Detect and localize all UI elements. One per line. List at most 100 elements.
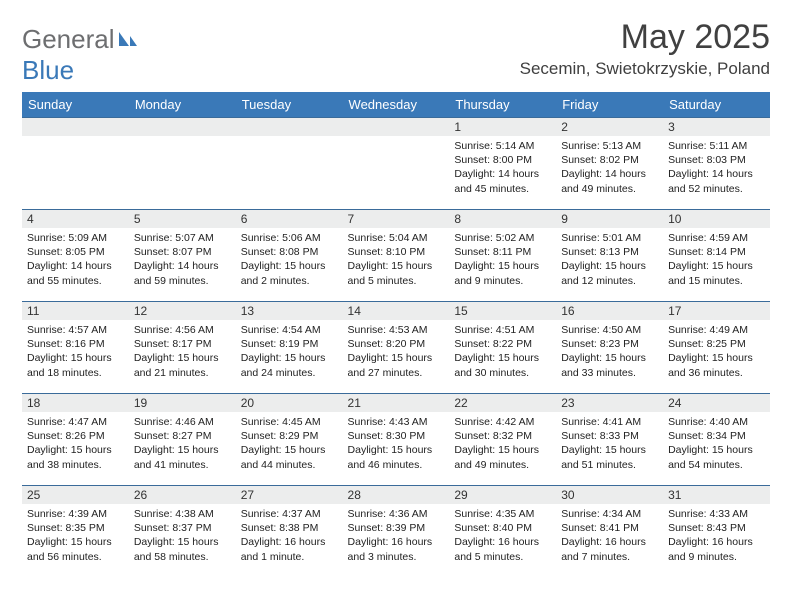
day-number: 26 (129, 486, 236, 504)
calendar-cell: 25Sunrise: 4:39 AMSunset: 8:35 PMDayligh… (22, 486, 129, 578)
day-number: 25 (22, 486, 129, 504)
day-details: Sunrise: 5:07 AMSunset: 8:07 PMDaylight:… (129, 228, 236, 292)
day-number: 24 (663, 394, 770, 412)
weekday-header: Monday (129, 92, 236, 118)
day-number: 21 (343, 394, 450, 412)
day-details: Sunrise: 5:01 AMSunset: 8:13 PMDaylight:… (556, 228, 663, 292)
day-number: 7 (343, 210, 450, 228)
day-details: Sunrise: 4:36 AMSunset: 8:39 PMDaylight:… (343, 504, 450, 568)
calendar-cell: 16Sunrise: 4:50 AMSunset: 8:23 PMDayligh… (556, 302, 663, 394)
calendar-cell: 10Sunrise: 4:59 AMSunset: 8:14 PMDayligh… (663, 210, 770, 302)
day-details: Sunrise: 4:53 AMSunset: 8:20 PMDaylight:… (343, 320, 450, 384)
day-number: 23 (556, 394, 663, 412)
day-number: 2 (556, 118, 663, 136)
calendar-cell: 6Sunrise: 5:06 AMSunset: 8:08 PMDaylight… (236, 210, 343, 302)
calendar-cell: 31Sunrise: 4:33 AMSunset: 8:43 PMDayligh… (663, 486, 770, 578)
calendar-cell: 30Sunrise: 4:34 AMSunset: 8:41 PMDayligh… (556, 486, 663, 578)
calendar-cell: 7Sunrise: 5:04 AMSunset: 8:10 PMDaylight… (343, 210, 450, 302)
logo-sail-icon (117, 24, 139, 54)
calendar-cell: 1Sunrise: 5:14 AMSunset: 8:00 PMDaylight… (449, 118, 556, 210)
day-number: 29 (449, 486, 556, 504)
weekday-header: Saturday (663, 92, 770, 118)
day-number: 15 (449, 302, 556, 320)
day-number: 13 (236, 302, 343, 320)
day-number: 20 (236, 394, 343, 412)
calendar-cell: 12Sunrise: 4:56 AMSunset: 8:17 PMDayligh… (129, 302, 236, 394)
logo-text-general: General (22, 24, 115, 54)
day-details: Sunrise: 5:04 AMSunset: 8:10 PMDaylight:… (343, 228, 450, 292)
day-details: Sunrise: 5:09 AMSunset: 8:05 PMDaylight:… (22, 228, 129, 292)
day-number: 8 (449, 210, 556, 228)
day-details: Sunrise: 4:34 AMSunset: 8:41 PMDaylight:… (556, 504, 663, 568)
location: Secemin, Swietokrzyskie, Poland (520, 59, 770, 79)
calendar-cell: 17Sunrise: 4:49 AMSunset: 8:25 PMDayligh… (663, 302, 770, 394)
day-number: 9 (556, 210, 663, 228)
calendar-cell: 21Sunrise: 4:43 AMSunset: 8:30 PMDayligh… (343, 394, 450, 486)
calendar-cell: 14Sunrise: 4:53 AMSunset: 8:20 PMDayligh… (343, 302, 450, 394)
calendar-cell: 4Sunrise: 5:09 AMSunset: 8:05 PMDaylight… (22, 210, 129, 302)
calendar-cell (129, 118, 236, 210)
day-details: Sunrise: 4:39 AMSunset: 8:35 PMDaylight:… (22, 504, 129, 568)
day-number: 12 (129, 302, 236, 320)
day-details: Sunrise: 4:45 AMSunset: 8:29 PMDaylight:… (236, 412, 343, 476)
day-details: Sunrise: 4:54 AMSunset: 8:19 PMDaylight:… (236, 320, 343, 384)
calendar-cell: 29Sunrise: 4:35 AMSunset: 8:40 PMDayligh… (449, 486, 556, 578)
calendar-table: SundayMondayTuesdayWednesdayThursdayFrid… (22, 92, 770, 578)
day-number: 1 (449, 118, 556, 136)
day-details: Sunrise: 4:47 AMSunset: 8:26 PMDaylight:… (22, 412, 129, 476)
logo-text-blue: Blue (22, 55, 74, 85)
calendar-cell: 23Sunrise: 4:41 AMSunset: 8:33 PMDayligh… (556, 394, 663, 486)
day-details: Sunrise: 4:41 AMSunset: 8:33 PMDaylight:… (556, 412, 663, 476)
calendar-cell: 27Sunrise: 4:37 AMSunset: 8:38 PMDayligh… (236, 486, 343, 578)
calendar-cell: 15Sunrise: 4:51 AMSunset: 8:22 PMDayligh… (449, 302, 556, 394)
day-details: Sunrise: 4:37 AMSunset: 8:38 PMDaylight:… (236, 504, 343, 568)
calendar-cell (236, 118, 343, 210)
day-details: Sunrise: 5:13 AMSunset: 8:02 PMDaylight:… (556, 136, 663, 200)
day-number: 17 (663, 302, 770, 320)
month-title: May 2025 (520, 18, 770, 57)
weekday-header: Wednesday (343, 92, 450, 118)
weekday-header: Tuesday (236, 92, 343, 118)
calendar-cell: 2Sunrise: 5:13 AMSunset: 8:02 PMDaylight… (556, 118, 663, 210)
header: GeneralBlue May 2025 Secemin, Swietokrzy… (22, 18, 770, 86)
day-number: 10 (663, 210, 770, 228)
weekday-header: Thursday (449, 92, 556, 118)
weekday-header: Sunday (22, 92, 129, 118)
day-number: 4 (22, 210, 129, 228)
calendar-cell (343, 118, 450, 210)
calendar-cell: 22Sunrise: 4:42 AMSunset: 8:32 PMDayligh… (449, 394, 556, 486)
day-number: 16 (556, 302, 663, 320)
day-details: Sunrise: 4:43 AMSunset: 8:30 PMDaylight:… (343, 412, 450, 476)
day-number: 22 (449, 394, 556, 412)
day-details: Sunrise: 4:51 AMSunset: 8:22 PMDaylight:… (449, 320, 556, 384)
calendar-cell: 9Sunrise: 5:01 AMSunset: 8:13 PMDaylight… (556, 210, 663, 302)
calendar-cell: 8Sunrise: 5:02 AMSunset: 8:11 PMDaylight… (449, 210, 556, 302)
day-details: Sunrise: 4:40 AMSunset: 8:34 PMDaylight:… (663, 412, 770, 476)
calendar-cell: 11Sunrise: 4:57 AMSunset: 8:16 PMDayligh… (22, 302, 129, 394)
day-details: Sunrise: 5:11 AMSunset: 8:03 PMDaylight:… (663, 136, 770, 200)
calendar-cell: 5Sunrise: 5:07 AMSunset: 8:07 PMDaylight… (129, 210, 236, 302)
day-details: Sunrise: 4:57 AMSunset: 8:16 PMDaylight:… (22, 320, 129, 384)
weekday-header: Friday (556, 92, 663, 118)
day-details: Sunrise: 4:59 AMSunset: 8:14 PMDaylight:… (663, 228, 770, 292)
day-details: Sunrise: 4:35 AMSunset: 8:40 PMDaylight:… (449, 504, 556, 568)
day-details: Sunrise: 4:46 AMSunset: 8:27 PMDaylight:… (129, 412, 236, 476)
day-details: Sunrise: 5:02 AMSunset: 8:11 PMDaylight:… (449, 228, 556, 292)
day-details: Sunrise: 5:06 AMSunset: 8:08 PMDaylight:… (236, 228, 343, 292)
logo: GeneralBlue (22, 24, 139, 86)
calendar-cell: 28Sunrise: 4:36 AMSunset: 8:39 PMDayligh… (343, 486, 450, 578)
day-details: Sunrise: 4:38 AMSunset: 8:37 PMDaylight:… (129, 504, 236, 568)
calendar-cell: 20Sunrise: 4:45 AMSunset: 8:29 PMDayligh… (236, 394, 343, 486)
day-number: 30 (556, 486, 663, 504)
calendar-cell: 3Sunrise: 5:11 AMSunset: 8:03 PMDaylight… (663, 118, 770, 210)
calendar-cell: 26Sunrise: 4:38 AMSunset: 8:37 PMDayligh… (129, 486, 236, 578)
day-details: Sunrise: 5:14 AMSunset: 8:00 PMDaylight:… (449, 136, 556, 200)
day-details: Sunrise: 4:42 AMSunset: 8:32 PMDaylight:… (449, 412, 556, 476)
day-details: Sunrise: 4:56 AMSunset: 8:17 PMDaylight:… (129, 320, 236, 384)
day-number: 14 (343, 302, 450, 320)
calendar-cell (22, 118, 129, 210)
day-number: 3 (663, 118, 770, 136)
day-number: 6 (236, 210, 343, 228)
day-number: 19 (129, 394, 236, 412)
calendar-cell: 24Sunrise: 4:40 AMSunset: 8:34 PMDayligh… (663, 394, 770, 486)
